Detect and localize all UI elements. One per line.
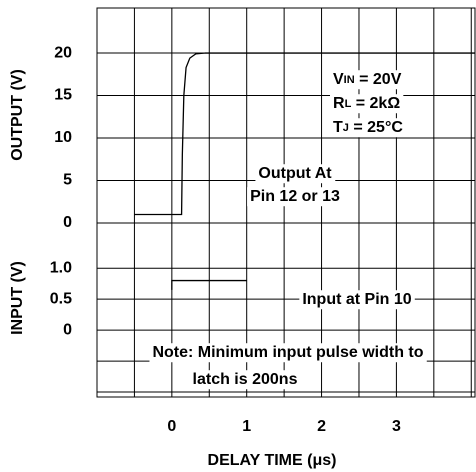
condition-symbol: R bbox=[333, 95, 345, 112]
y-tick-label: 20 bbox=[54, 44, 72, 61]
note: latch is 200ns bbox=[193, 371, 298, 388]
condition: RL = 2kΩ bbox=[333, 95, 400, 112]
label-background bbox=[330, 70, 405, 90]
label-background bbox=[149, 343, 427, 363]
label-background bbox=[330, 94, 404, 114]
x-tick-label: 3 bbox=[392, 418, 401, 435]
plot-frame bbox=[96, 7, 476, 398]
label-background bbox=[247, 187, 344, 207]
condition-text: = 20V bbox=[355, 71, 402, 88]
condition: VIN = 20V bbox=[333, 71, 402, 88]
condition-sub: L bbox=[345, 98, 352, 110]
y-tick-label: 0.5 bbox=[50, 290, 72, 307]
annotation: Output At bbox=[258, 165, 332, 182]
condition-symbol: T bbox=[333, 119, 343, 136]
note: Note: Minimum input pulse width to bbox=[152, 344, 423, 361]
y-tick-label: 15 bbox=[54, 87, 72, 104]
marks bbox=[134, 52, 475, 290]
condition-symbol: V bbox=[333, 71, 344, 88]
line-series bbox=[134, 52, 475, 216]
y-tick-label: 0 bbox=[63, 214, 72, 231]
y-axis-label: OUTPUT (V) bbox=[9, 69, 26, 161]
y-tick-label: 10 bbox=[54, 129, 72, 146]
label-background bbox=[255, 164, 336, 184]
x-tick-label: 1 bbox=[242, 418, 251, 435]
annotation: Input at Pin 10 bbox=[302, 291, 411, 308]
annotation: Pin 12 or 13 bbox=[250, 188, 340, 205]
x-tick-label: 0 bbox=[167, 418, 176, 435]
y-tick-label: 1.0 bbox=[50, 259, 72, 276]
y-axis-label: INPUT (V) bbox=[9, 261, 26, 335]
condition-text: = 25°C bbox=[349, 119, 403, 136]
condition-sub: IN bbox=[344, 74, 355, 86]
x-tick-label: 2 bbox=[317, 418, 326, 435]
y-tick-label: 0 bbox=[63, 321, 72, 338]
condition: TJ = 25°C bbox=[333, 119, 403, 136]
y-tick-label: 5 bbox=[63, 172, 72, 189]
label-background bbox=[189, 370, 301, 390]
x-axis-label: DELAY TIME (μs) bbox=[208, 452, 337, 469]
condition-sub: J bbox=[343, 122, 349, 134]
line-series bbox=[171, 279, 247, 290]
condition-text: = 2kΩ bbox=[351, 95, 400, 112]
label-background bbox=[299, 290, 415, 310]
label-background bbox=[330, 118, 407, 138]
